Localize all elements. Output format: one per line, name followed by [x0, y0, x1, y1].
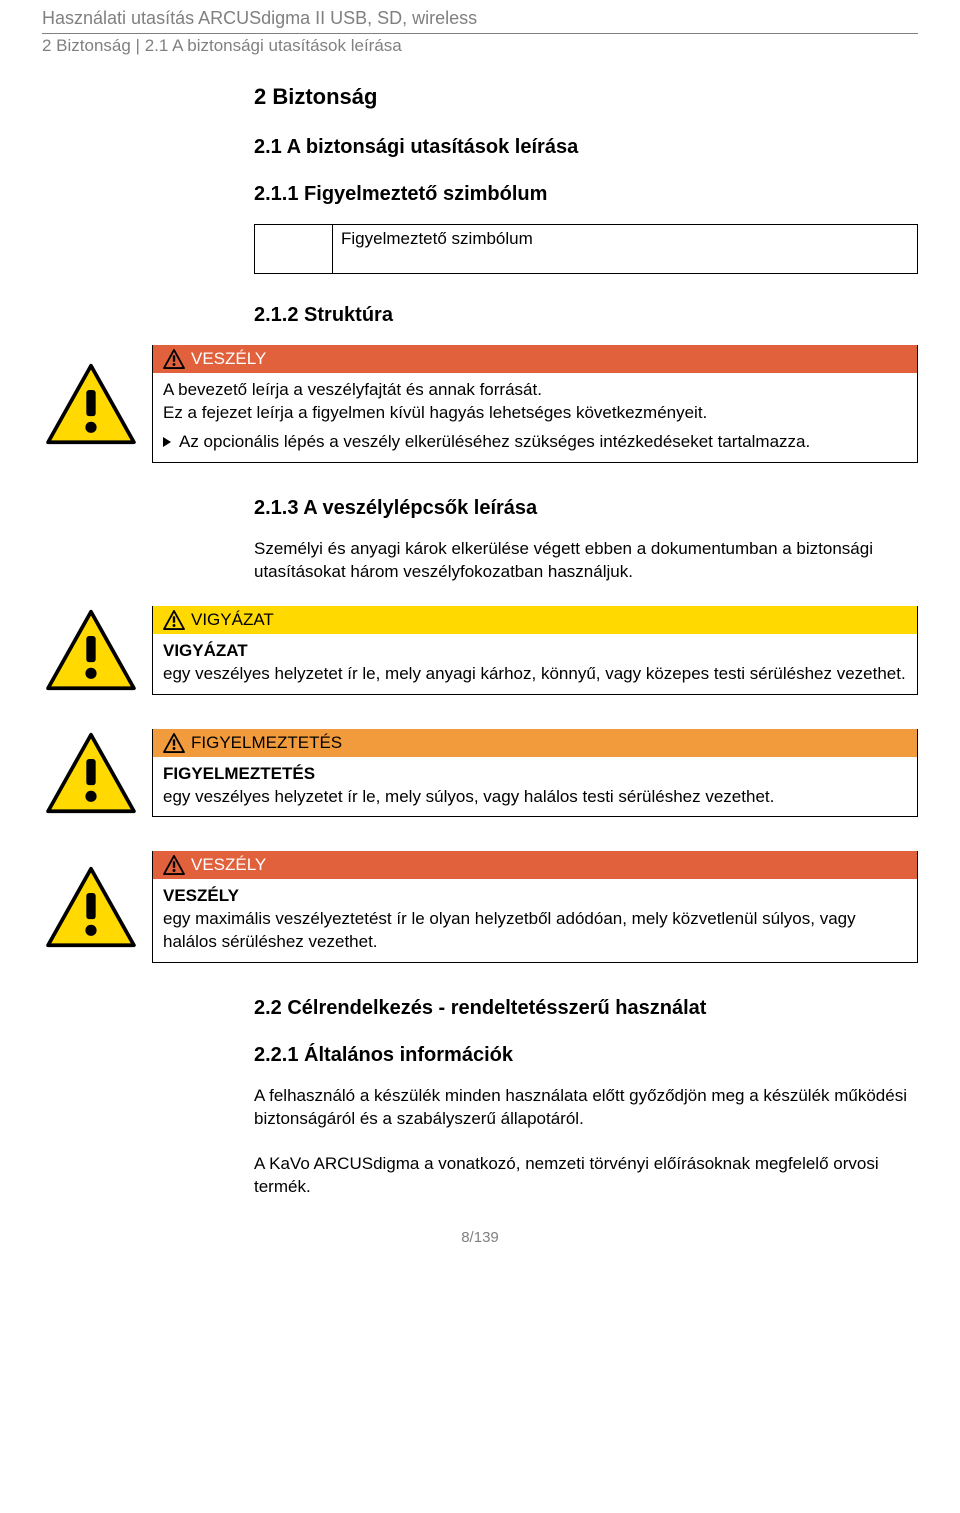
hazard-header-danger: VESZÉLY: [153, 345, 917, 373]
hazard-header-caution: VIGYÁZAT: [153, 606, 917, 634]
heading-2-1: 2.1 A biztonsági utasítások leírása: [254, 136, 918, 159]
bullet-marker-icon: [163, 437, 171, 447]
hazard-header-label: VESZÉLY: [191, 349, 266, 369]
hazard-body-text: egy veszélyes helyzetet ír le, mely súly…: [163, 787, 774, 806]
hazard-lead: VESZÉLY: [163, 886, 239, 905]
warning-triangle-icon: [44, 731, 138, 815]
para-levels: Személyi és anyagi károk elkerülése vége…: [254, 538, 918, 584]
heading-2-1-2: 2.1.2 Struktúra: [254, 304, 918, 327]
symbol-table: Figyelmeztető szimbólum: [254, 224, 918, 274]
hazard-body-text: egy maximális veszélyeztetést ír le olya…: [163, 909, 856, 951]
hazard-line2: Ez a fejezet leírja a figyelmen kívül ha…: [163, 402, 907, 425]
symbol-cell: [255, 225, 333, 273]
hazard-bullet: Az opcionális lépés a veszély elkerülésé…: [179, 431, 810, 454]
hazard-body-text: egy veszélyes helyzetet ír le, mely anya…: [163, 664, 906, 683]
warning-small-icon: [163, 610, 185, 630]
hazard-warning-box: FIGYELMEZTETÉS FIGYELMEZTETÉS egy veszél…: [42, 729, 918, 818]
warning-triangle-icon: [44, 865, 138, 949]
para-22-2: A KaVo ARCUSdigma a vonatkozó, nemzeti t…: [254, 1153, 918, 1199]
hazard-structure-box: VESZÉLY A bevezető leírja a veszélyfajtá…: [42, 345, 918, 463]
hazard-header-label: VIGYÁZAT: [191, 610, 274, 630]
warning-triangle-icon: [44, 362, 138, 446]
warning-triangle-icon: [44, 608, 138, 692]
hazard-line1: A bevezető leírja a veszélyfajtát és ann…: [163, 379, 907, 402]
hazard-danger-box: VESZÉLY VESZÉLY egy maximális veszélyezt…: [42, 851, 918, 963]
heading-2-1-3: 2.1.3 A veszélylépcsők leírása: [254, 497, 918, 520]
warning-small-icon: [163, 349, 185, 369]
breadcrumb: 2 Biztonság | 2.1 A biztonsági utasításo…: [42, 34, 918, 84]
hazard-header-label: FIGYELMEZTETÉS: [191, 733, 342, 753]
warning-small-icon: [163, 733, 185, 753]
heading-2-2: 2.2 Célrendelkezés - rendeltetésszerű ha…: [254, 997, 918, 1020]
heading-2-2-1: 2.2.1 Általános információk: [254, 1044, 918, 1067]
hazard-lead: VIGYÁZAT: [163, 641, 248, 660]
page-number: 8/139: [42, 1229, 918, 1246]
para-22-1: A felhasználó a készülék minden használa…: [254, 1085, 918, 1131]
symbol-label: Figyelmeztető szimbólum: [333, 225, 917, 273]
hazard-header-label: VESZÉLY: [191, 855, 266, 875]
heading-2: 2 Biztonság: [254, 84, 918, 110]
hazard-caution-box: VIGYÁZAT VIGYÁZAT egy veszélyes helyzete…: [42, 606, 918, 695]
hazard-header-danger: VESZÉLY: [153, 851, 917, 879]
heading-2-1-1: 2.1.1 Figyelmeztető szimbólum: [254, 183, 918, 206]
hazard-lead: FIGYELMEZTETÉS: [163, 764, 315, 783]
hazard-header-warning: FIGYELMEZTETÉS: [153, 729, 917, 757]
document-title: Használati utasítás ARCUSdigma II USB, S…: [42, 8, 918, 34]
warning-small-icon: [163, 855, 185, 875]
